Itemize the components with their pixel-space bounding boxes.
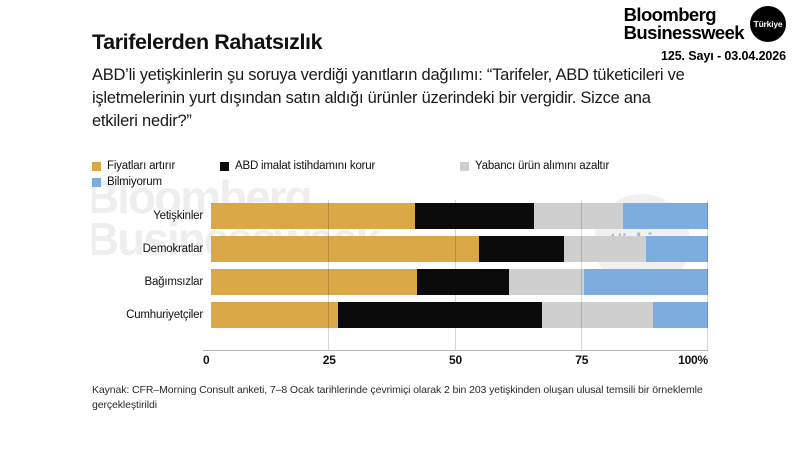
bar-segment[interactable]	[645, 236, 708, 262]
standfirst-text: ABD’li yetişkinlerin şu soruya verdiği y…	[92, 66, 685, 130]
bar-track	[211, 302, 708, 328]
masthead-line-bloomberg: Bloomberg	[623, 4, 717, 25]
legend-row-top: Fiyatları artırır ABD imalat istihdamını…	[92, 158, 708, 174]
bar-segment[interactable]	[479, 236, 564, 262]
chart-bars: Yetişkinler Demokratlar Bağımsızlar Cumhuri…	[92, 200, 708, 331]
legend-item-bilmiyorum[interactable]: Bilmiyorum	[92, 176, 220, 188]
bar-category-label: Bağımsızlar	[144, 276, 203, 288]
chart-legend: Fiyatları artırır ABD imalat istihdamını…	[92, 158, 708, 190]
bar-segment[interactable]	[414, 203, 535, 229]
legend-item-fiyatlari-artirir[interactable]: Fiyatları artırır	[92, 160, 220, 172]
bar-segment[interactable]	[583, 269, 708, 295]
bar-segment[interactable]	[211, 236, 480, 262]
bar-row: Demokratlar	[92, 233, 708, 265]
bar-segment[interactable]	[211, 302, 338, 328]
turkiye-badge-icon: Türkiye	[750, 6, 786, 42]
issue-date-line: 125. Sayı - 03.04.2026	[661, 49, 786, 63]
source-note: Kaynak: CFR–Morning Consult anketi, 7–8 …	[92, 384, 703, 411]
bar-segment[interactable]	[534, 203, 624, 229]
masthead-logo: Bloomberg Businessweek Türkiye	[623, 4, 786, 43]
masthead-wordmark: Bloomberg Businessweek	[623, 4, 745, 43]
chart-container: Bloomberg Businessweek türkiye Fiyatları…	[92, 158, 708, 367]
chart-x-axis: 0 25 50 75 100%	[203, 350, 708, 368]
chart-plot-area: Yetişkinler Demokratlar Bağımsızlar Cumhuri…	[92, 200, 708, 350]
x-axis-tick-label: 25	[322, 353, 336, 367]
bar-segment[interactable]	[541, 302, 654, 328]
bar-category-label: Cumhuriyetçiler	[126, 309, 203, 321]
bar-row: Yetişkinler	[92, 200, 708, 232]
x-axis-tick-label: 50	[449, 353, 462, 367]
x-axis-line	[203, 350, 708, 351]
bar-segment[interactable]	[417, 269, 510, 295]
legend-label-3: Bilmiyorum	[107, 176, 162, 188]
masthead-line-businessweek: Businessweek	[623, 22, 745, 43]
x-axis-tick-label: 100%	[678, 353, 708, 367]
bar-category-label: Demokratlar	[142, 243, 204, 255]
legend-swatch-icon-0	[92, 161, 101, 171]
legend-item-yabanci-urun-alimini-azaltir[interactable]: Yabancı ürün alımını azaltır	[460, 160, 660, 172]
x-axis-tick-label: 75	[575, 353, 589, 367]
masthead: Bloomberg Businessweek Türkiye 125. Sayı…	[623, 4, 786, 63]
legend-swatch-icon-3	[92, 177, 101, 187]
page-title: Tarifelerden Rahatsızlık	[92, 30, 323, 54]
bar-row: Cumhuriyetçiler	[92, 299, 708, 331]
bar-row: Bağımsızlar	[92, 266, 708, 298]
bar-segment[interactable]	[509, 269, 584, 295]
legend-label-1: ABD imalat istihdamını korur	[235, 160, 376, 172]
legend-swatch-icon-2	[460, 161, 469, 171]
bar-category-label: Yetişkinler	[153, 210, 203, 222]
bar-segment[interactable]	[211, 269, 418, 295]
bar-segment[interactable]	[563, 236, 646, 262]
bar-segment[interactable]	[623, 203, 708, 229]
x-axis-tick-label: 0	[203, 353, 210, 367]
bar-track	[211, 203, 708, 229]
bar-segment[interactable]	[653, 302, 708, 328]
legend-swatch-icon-1	[220, 161, 229, 171]
bar-track	[211, 236, 708, 262]
legend-row-bottom: Bilmiyorum	[92, 174, 708, 190]
bar-segment[interactable]	[337, 302, 542, 328]
legend-item-abd-imalat-istihdamini-korur[interactable]: ABD imalat istihdamını korur	[220, 160, 460, 172]
bar-track	[211, 269, 708, 295]
legend-label-2: Yabancı ürün alımını azaltır	[475, 160, 610, 172]
legend-label-0: Fiyatları artırır	[107, 160, 176, 172]
bar-segment[interactable]	[211, 203, 415, 229]
